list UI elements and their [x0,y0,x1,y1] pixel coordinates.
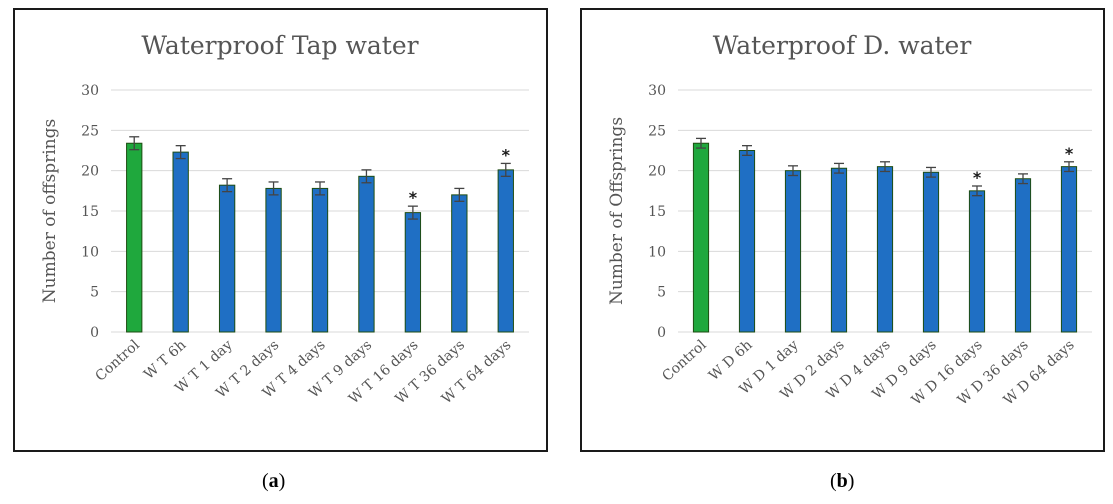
y-tick-label: 25 [81,123,99,139]
bar [876,166,894,333]
y-tick-label: 20 [81,164,99,180]
bar [311,187,329,333]
y-tick-label: 30 [81,83,99,99]
bar [404,212,422,333]
bar [451,194,468,333]
bar [1060,166,1078,333]
y-tick-label: 25 [648,123,666,139]
chart-panel-b: Waterproof D. water Number of Offsprings 0… [580,8,1105,452]
caption-a: (a) [262,470,286,492]
bar [172,151,189,333]
bar [218,184,236,333]
bar [830,167,848,333]
bar-chart-b: Waterproof D. water Number of Offsprings 0… [607,31,1092,409]
bar [126,142,143,333]
bar [358,175,375,333]
bar [692,142,710,333]
x-tick-label: Control [93,337,144,385]
significance-marker: * [502,145,511,164]
y-tick-label: 15 [648,204,666,220]
y-tick-label: 30 [648,83,666,99]
bar-chart-a: Waterproof Tap water Number of offsprings… [40,31,529,407]
bar [265,187,282,333]
chart-title: Waterproof D. water [713,31,972,60]
bar [922,171,940,333]
y-tick-label: 0 [90,325,99,341]
y-axis-title: Number of offsprings [40,119,60,303]
significance-marker: * [1065,144,1074,163]
y-tick-label: 15 [81,204,99,220]
y-tick-label: 10 [81,244,99,260]
y-tick-label: 5 [657,285,666,301]
bar [1014,178,1032,333]
chart-panel-a: Waterproof Tap water Number of offsprings… [13,8,548,452]
significance-marker: * [973,168,982,187]
bar [738,150,756,333]
y-tick-label: 0 [657,325,666,341]
bar [968,190,986,333]
y-tick-label: 20 [648,164,666,180]
bar [497,169,514,333]
bar [784,170,802,333]
chart-title: Waterproof Tap water [141,31,418,60]
x-tick-label: Control [659,337,710,385]
caption-b: (b) [830,470,855,492]
y-axis-title: Number of Offsprings [607,117,627,305]
significance-marker: * [409,188,418,207]
y-tick-label: 5 [90,285,99,301]
y-tick-label: 10 [648,244,666,260]
